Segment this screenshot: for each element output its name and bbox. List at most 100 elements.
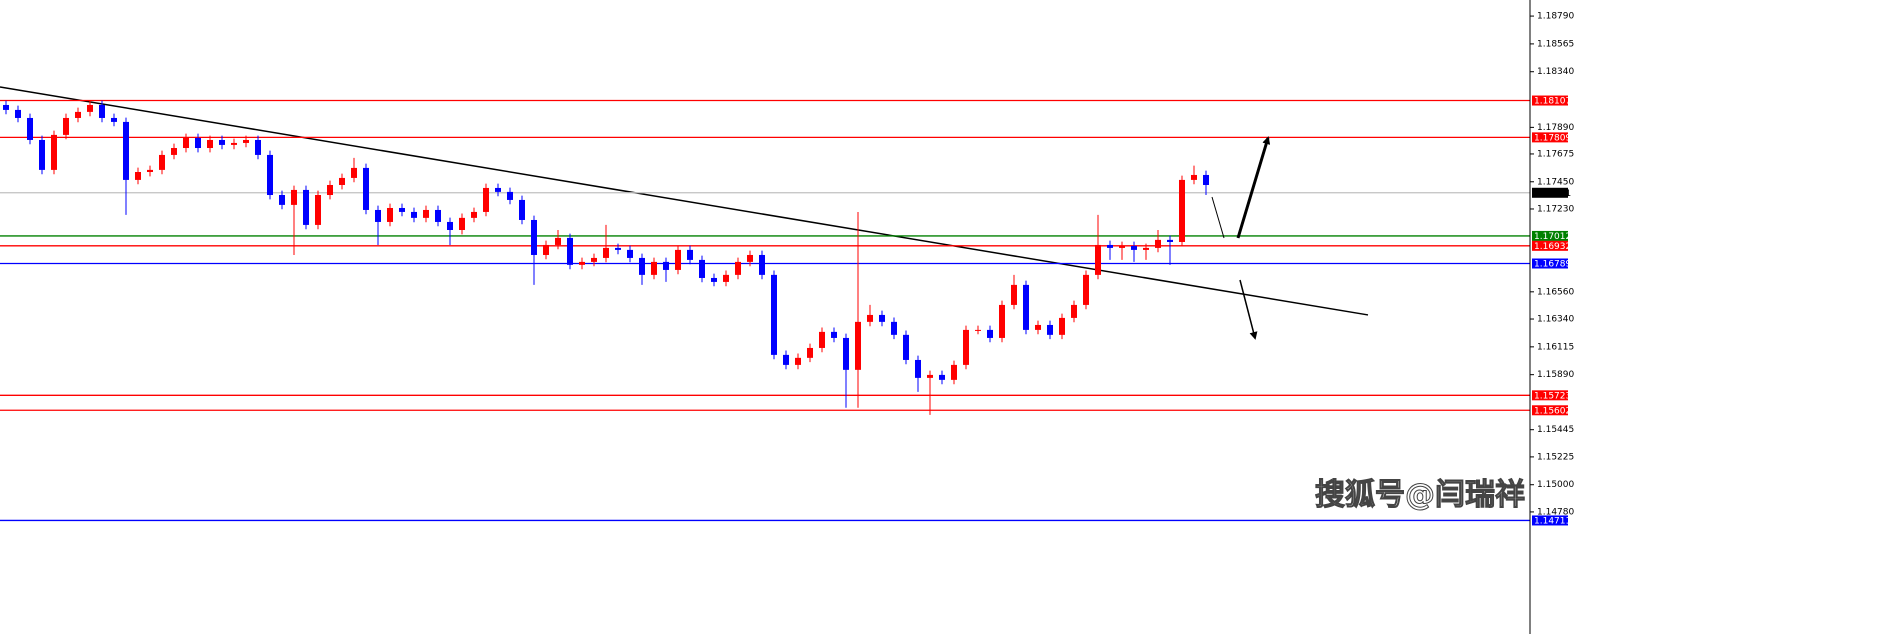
candle-body — [927, 374, 933, 378]
level-line-label: 1.17012 — [1534, 232, 1571, 242]
y-tick-label: 1.17675 — [1537, 149, 1574, 159]
candle-body — [1203, 174, 1209, 185]
candle-body — [843, 337, 849, 370]
candle-body — [51, 134, 57, 170]
candle-body — [663, 261, 669, 270]
candle-body — [387, 207, 393, 222]
candle-body — [171, 148, 177, 155]
candle-body — [687, 249, 693, 260]
candle-body — [147, 169, 153, 173]
candle-body — [375, 209, 381, 222]
candle-body — [519, 199, 525, 220]
candle-body — [291, 189, 297, 205]
candle-body — [795, 357, 801, 365]
y-tick-label: 1.18790 — [1537, 12, 1574, 22]
candle-body — [771, 274, 777, 355]
level-line-tag — [1532, 240, 1568, 251]
y-tick-label: 1.16115 — [1537, 342, 1574, 352]
candle-body — [435, 209, 441, 222]
candle-body — [1059, 317, 1065, 335]
level-line-tag — [1532, 405, 1568, 416]
candle-body — [531, 219, 537, 255]
candle-body — [591, 257, 597, 262]
candle-body — [1131, 245, 1137, 250]
y-tick-label: 1.14780 — [1537, 507, 1574, 517]
price-axis — [1530, 0, 1879, 634]
candle-body — [495, 187, 501, 192]
candle-body — [1083, 274, 1089, 305]
candle-body — [783, 354, 789, 365]
watermark: 搜狐号@闫瑞祥 — [1315, 478, 1525, 513]
candle-body — [315, 195, 321, 225]
candle-body — [279, 195, 285, 205]
candle-body — [879, 314, 885, 322]
y-tick-label: 1.15000 — [1537, 480, 1574, 490]
candle-body — [111, 117, 117, 122]
level-line-label: 1.14711 — [1534, 516, 1571, 526]
candle-body — [243, 139, 249, 143]
current-price-line-tag — [1532, 187, 1568, 198]
candle-body — [699, 259, 705, 278]
candle-body — [1035, 324, 1041, 330]
candle-body — [87, 104, 93, 112]
candle-body — [75, 111, 81, 118]
level-line-label: 1.15602 — [1534, 406, 1571, 416]
current-price-line-label: 1.17361 — [1534, 189, 1571, 199]
forecast-arrow-down — [1239, 279, 1258, 340]
candle-body — [579, 261, 585, 265]
candle-body — [267, 154, 273, 196]
plot-area — [0, 86, 1530, 522]
candle-body — [195, 137, 201, 149]
forecast-path — [1211, 196, 1225, 239]
candle-body — [231, 142, 237, 145]
candle-body — [219, 139, 225, 145]
candle-body — [303, 189, 309, 225]
candle-body — [1023, 284, 1029, 330]
candle-body — [183, 137, 189, 149]
candle-body — [39, 139, 45, 170]
candle-body — [411, 211, 417, 218]
candle-body — [1191, 174, 1197, 180]
candle-body — [207, 139, 213, 149]
candle-body — [807, 347, 813, 358]
candle-body — [651, 261, 657, 275]
candle-body — [1155, 239, 1161, 248]
candle-body — [615, 247, 621, 250]
y-tick-label: 1.17450 — [1537, 177, 1574, 187]
candle-body — [675, 249, 681, 270]
candle-body — [603, 247, 609, 258]
level-line-tag — [1532, 132, 1568, 143]
level-line-tag — [1532, 230, 1568, 241]
candle-body — [1095, 244, 1101, 275]
level-line-tag — [1532, 515, 1568, 526]
candle-body — [819, 331, 825, 348]
level-line-label: 1.15723 — [1534, 391, 1571, 401]
candle-body — [759, 254, 765, 275]
candle-body — [999, 304, 1005, 338]
candle-body — [123, 121, 129, 180]
level-line-tag — [1532, 95, 1568, 106]
y-tick-label: 1.17230 — [1537, 204, 1574, 214]
candle-body — [459, 217, 465, 230]
y-tick-label: 1.15225 — [1537, 452, 1574, 462]
candle-body — [1167, 239, 1173, 242]
candle-body — [1047, 324, 1053, 335]
level-line-label: 1.16932 — [1534, 242, 1571, 252]
candle-body — [483, 187, 489, 212]
level-line-tag — [1532, 258, 1568, 269]
candle-body — [831, 331, 837, 338]
candle-body — [939, 374, 945, 380]
forecast-arrow-up — [1236, 136, 1271, 239]
candle-body — [99, 104, 105, 118]
candle-body — [747, 254, 753, 262]
candle-body — [423, 209, 429, 218]
y-tick-label: 1.18340 — [1537, 67, 1574, 77]
candle-body — [639, 257, 645, 275]
candle-body — [63, 117, 69, 135]
y-tick-label: 1.16560 — [1537, 287, 1574, 297]
candle-body — [867, 314, 873, 322]
candle-body — [951, 364, 957, 380]
y-tick-label: 1.15445 — [1537, 425, 1574, 435]
candle-body — [327, 184, 333, 196]
